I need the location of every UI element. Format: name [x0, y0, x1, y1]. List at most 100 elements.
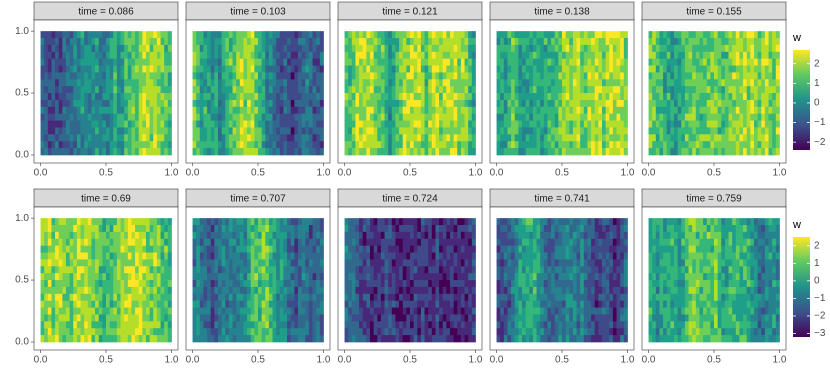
- heatmap-cell: [77, 45, 81, 52]
- heatmap-cell: [258, 259, 262, 266]
- heatmap-cell: [164, 66, 168, 73]
- heatmap-cell: [555, 52, 559, 59]
- heatmap-cell: [157, 225, 161, 232]
- heatmap-cell: [465, 66, 469, 73]
- heatmap-cell: [55, 232, 59, 239]
- heatmap-cell: [443, 93, 447, 100]
- heatmap-cell: [414, 72, 418, 79]
- heatmap-cell: [203, 59, 207, 66]
- heatmap-cell: [240, 107, 244, 114]
- heatmap-cell: [139, 31, 143, 38]
- heatmap-cell: [157, 134, 161, 141]
- heatmap-cell: [457, 59, 461, 66]
- heatmap-cell: [381, 100, 385, 107]
- heatmap-cell: [77, 72, 81, 79]
- heatmap-cell: [66, 314, 70, 321]
- heatmap-cell: [283, 100, 287, 107]
- heatmap-cell: [511, 38, 515, 45]
- heatmap-cell: [667, 134, 671, 141]
- heatmap-cell: [355, 246, 359, 253]
- heatmap-cell: [117, 66, 121, 73]
- heatmap-cell: [388, 79, 392, 86]
- heatmap-cell: [313, 52, 317, 59]
- heatmap-cell: [164, 266, 168, 273]
- heatmap-cell: [59, 100, 63, 107]
- heatmap-cell: [399, 301, 403, 308]
- heatmap-cell: [468, 121, 472, 128]
- x-tick-label: 1.0: [469, 168, 483, 179]
- heatmap-cell: [262, 321, 266, 328]
- heatmap-cell: [164, 141, 168, 148]
- heatmap-cell: [110, 72, 114, 79]
- heatmap-cell: [721, 52, 725, 59]
- heatmap-cell: [59, 259, 63, 266]
- heatmap-cell: [59, 79, 63, 86]
- heatmap-cell: [62, 72, 66, 79]
- heatmap-cell: [128, 93, 132, 100]
- heatmap-cell: [218, 141, 222, 148]
- heatmap-cell: [320, 225, 324, 232]
- heatmap-cell: [102, 266, 106, 273]
- heatmap-cell: [529, 93, 533, 100]
- heatmap-cell: [55, 59, 59, 66]
- heatmap-cell: [595, 127, 599, 134]
- heatmap-cell: [385, 259, 389, 266]
- heatmap-cell: [280, 239, 284, 246]
- heatmap-cell: [721, 121, 725, 128]
- heatmap-cell: [128, 127, 132, 134]
- heatmap-cell: [291, 287, 295, 294]
- heatmap-cell: [316, 273, 320, 280]
- heatmap-cell: [41, 59, 45, 66]
- heatmap-cell: [739, 66, 743, 73]
- heatmap-cell: [254, 280, 258, 287]
- heatmap-cell: [457, 107, 461, 114]
- heatmap-cell: [88, 141, 92, 148]
- heatmap-cell: [258, 328, 262, 335]
- heatmap-cell: [732, 148, 736, 155]
- heatmap-cell: [750, 38, 754, 45]
- heatmap-cell: [298, 93, 302, 100]
- heatmap-cell: [313, 121, 317, 128]
- heatmap-cell: [164, 321, 168, 328]
- heatmap-cell: [547, 127, 551, 134]
- heatmap-cell: [457, 148, 461, 155]
- heatmap-cell: [432, 127, 436, 134]
- heatmap-cell: [381, 232, 385, 239]
- heatmap-cell: [316, 45, 320, 52]
- heatmap-cell: [540, 86, 544, 93]
- heatmap-cell: [211, 239, 215, 246]
- heatmap-cell: [685, 100, 689, 107]
- heatmap-cell: [55, 86, 59, 93]
- heatmap-cell: [395, 45, 399, 52]
- heatmap-cell: [273, 280, 277, 287]
- heatmap-cell: [667, 141, 671, 148]
- heatmap-cell: [73, 121, 77, 128]
- heatmap-cell: [500, 52, 504, 59]
- heatmap-cell: [247, 273, 251, 280]
- heatmap-cell: [652, 114, 656, 121]
- heatmap-cell: [624, 114, 628, 121]
- heatmap-cell: [254, 259, 258, 266]
- heatmap-cell: [518, 45, 522, 52]
- heatmap-cell: [392, 287, 396, 294]
- heatmap-cell: [236, 280, 240, 287]
- heatmap-cell: [511, 59, 515, 66]
- heatmap-cell: [377, 287, 381, 294]
- heatmap-cell: [51, 335, 55, 342]
- heatmap-cell: [732, 45, 736, 52]
- heatmap-cell: [366, 225, 370, 232]
- heatmap-cell: [573, 141, 577, 148]
- heatmap-cell: [240, 266, 244, 273]
- heatmap-cell: [135, 107, 139, 114]
- heatmap-cell: [577, 127, 581, 134]
- heatmap-cell: [602, 66, 606, 73]
- heatmap-cell: [55, 66, 59, 73]
- heatmap-cell: [84, 72, 88, 79]
- heatmap-cell: [283, 273, 287, 280]
- heatmap-cell: [348, 121, 352, 128]
- heatmap-cell: [273, 239, 277, 246]
- heatmap-cell: [507, 100, 511, 107]
- heatmap-cell: [153, 127, 157, 134]
- heatmap-cell: [128, 100, 132, 107]
